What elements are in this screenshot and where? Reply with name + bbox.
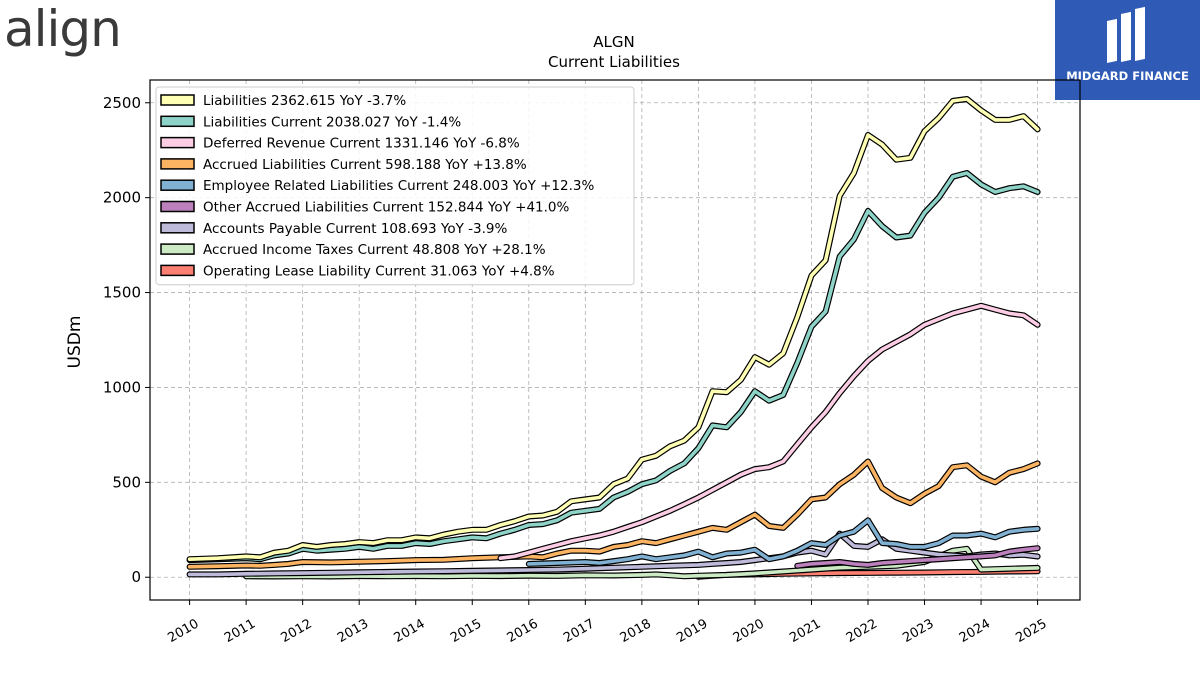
chart-title: ALGN — [593, 33, 634, 51]
y-tick-label: 2000 — [103, 189, 141, 207]
midgard-logo-text: MIDGARD FINANCE — [1066, 69, 1189, 83]
series-line-liabilities — [187, 97, 1040, 561]
series-layer — [186, 96, 1041, 580]
midgard-finance-logo: MIDGARD FINANCE — [1055, 0, 1200, 100]
series-line-employee-related-liabilities-current — [527, 518, 1040, 566]
legend-swatch — [160, 200, 195, 213]
y-tick-label: 1500 — [103, 284, 141, 302]
legend-swatch — [160, 136, 195, 149]
x-tick-label: 2011 — [222, 616, 258, 646]
legend-swatch — [160, 115, 195, 128]
series-line-liabilities-current — [187, 171, 1040, 562]
x-tick-label: 2025 — [1013, 616, 1049, 646]
x-tick-label: 2015 — [448, 616, 484, 646]
x-tick-label: 2018 — [618, 616, 654, 646]
series-line-accounts-payable-current — [187, 531, 1040, 577]
align-logo: align — [4, 0, 122, 58]
plot-frame — [149, 79, 1081, 601]
legend-box — [155, 86, 635, 286]
x-tick-label: 2017 — [561, 616, 597, 646]
legend-entry: Accounts Payable Current 108.693 YoY -3.… — [203, 221, 508, 237]
legend-swatch — [160, 222, 195, 234]
chart-subtitle: Current Liabilities — [548, 53, 680, 71]
align-logo-text: align — [4, 0, 122, 58]
legend-entry: Liabilities Current 2038.027 YoY -1.4% — [203, 114, 461, 130]
y-tick-label: 500 — [112, 473, 141, 491]
legend-entry: Operating Lease Liability Current 31.063… — [203, 263, 555, 279]
x-tick-label: 2010 — [165, 616, 201, 646]
series-line-accrued-liabilities-current — [187, 459, 1040, 569]
legend-swatch — [160, 158, 195, 170]
legend-entry: Other Accrued Liabilities Current 152.84… — [203, 200, 570, 216]
x-tick-label: 2014 — [392, 616, 428, 646]
x-tick-label: 2016 — [505, 616, 541, 646]
series-line-other-accrued-liabilities-current — [795, 546, 1040, 568]
x-tick-label: 2012 — [278, 616, 314, 646]
x-ticks: 2010 2011 2012 2013 2014 2015 2016 2017 2018 2019… — [165, 600, 1050, 646]
series-line-deferred-revenue-current — [498, 304, 1040, 560]
x-tick-label: 2023 — [900, 616, 936, 646]
legend-entry: Liabilities 2362.615 YoY -3.7% — [203, 93, 406, 109]
legend-swatch — [160, 264, 195, 277]
y-tick-label: 2500 — [103, 94, 141, 112]
legend-entry: Accrued Liabilities Current 598.188 YoY … — [203, 157, 527, 173]
series-outline-deferred-revenue-current — [497, 302, 1041, 562]
y-ticks: 0 500 1000 1500 2000 2500 — [103, 94, 150, 586]
y-tick-label: 0 — [131, 568, 141, 586]
y-tick-label: 1000 — [103, 378, 141, 396]
x-tick-label: 2020 — [731, 616, 767, 646]
legend-entry: Accrued Income Taxes Current 48.808 YoY … — [203, 242, 546, 258]
y-axis-label: USDm — [65, 316, 85, 369]
legend-swatch — [160, 94, 195, 106]
x-tick-label: 2019 — [674, 616, 710, 646]
legend: Liabilities 2362.615 YoY -3.7% Liabilitie… — [155, 86, 635, 286]
x-tick-label: 2021 — [787, 616, 823, 646]
x-tick-label: 2013 — [335, 616, 371, 646]
legend-entry: Deferred Revenue Current 1331.146 YoY -6… — [203, 136, 520, 152]
legend-swatch — [160, 179, 195, 191]
legend-swatch — [160, 243, 195, 255]
x-tick-label: 2024 — [957, 616, 993, 646]
legend-entry: Employee Related Liabilities Current 248… — [203, 178, 594, 194]
x-tick-label: 2022 — [844, 616, 880, 646]
midgard-logo-mark-icon: MIDGARD FINANCE — [1066, 6, 1189, 83]
